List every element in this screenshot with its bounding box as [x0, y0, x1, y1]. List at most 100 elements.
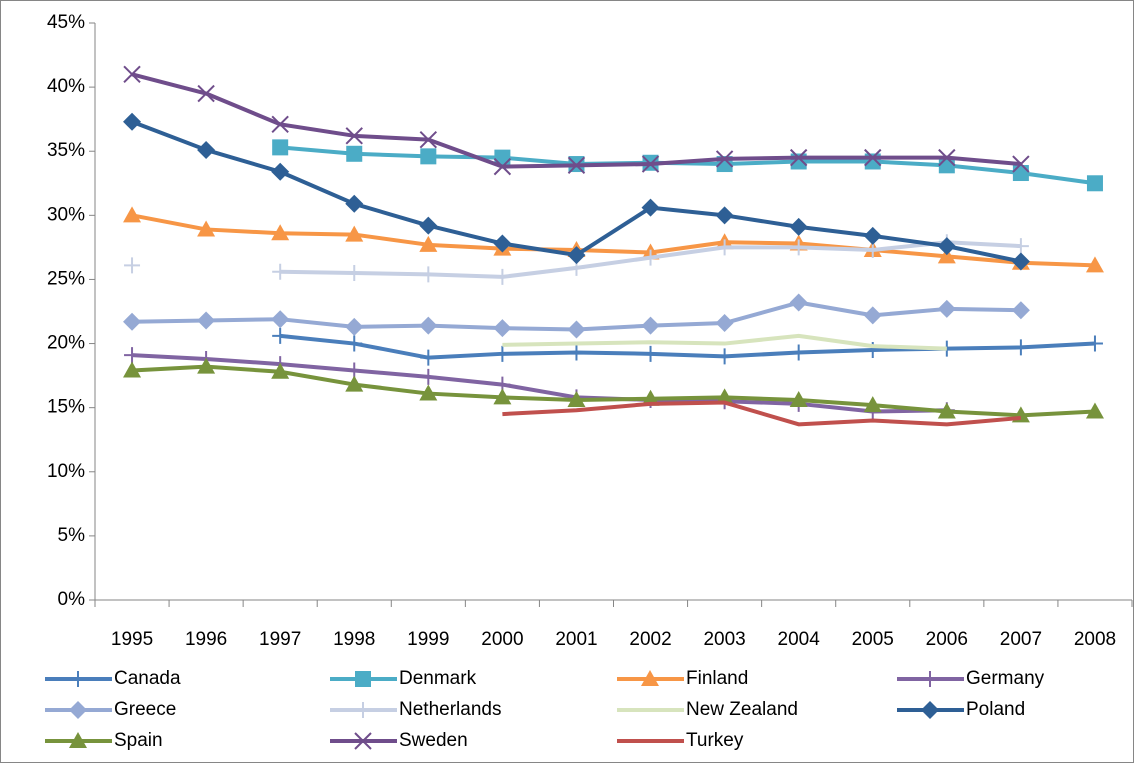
marker	[124, 257, 141, 274]
y-tick-label: 35%	[47, 140, 85, 161]
marker	[345, 127, 363, 145]
line	[131, 353, 947, 414]
series	[123, 65, 1030, 176]
marker	[716, 348, 733, 365]
y-tick-label: 0%	[58, 589, 86, 610]
marker	[354, 732, 372, 750]
marker	[937, 402, 956, 419]
marker	[355, 671, 371, 687]
marker	[937, 237, 956, 256]
marker	[272, 263, 289, 280]
marker	[272, 139, 289, 156]
marker	[937, 299, 956, 318]
marker	[355, 702, 371, 718]
marker	[69, 732, 87, 748]
line	[131, 364, 1096, 418]
marker	[419, 235, 438, 252]
legend-entry: Finland	[617, 668, 748, 689]
marker	[345, 194, 364, 213]
marker	[1012, 238, 1029, 255]
marker	[567, 320, 586, 339]
line	[279, 333, 1096, 360]
series	[123, 112, 1030, 271]
legend-label: Netherlands	[399, 699, 501, 720]
x-tick-label: 2008	[1074, 629, 1116, 650]
legend-label: Finland	[686, 668, 748, 689]
marker	[123, 361, 142, 378]
series	[502, 400, 1022, 427]
marker	[641, 155, 660, 173]
marker	[346, 265, 363, 282]
legend-label: Greece	[114, 699, 176, 720]
marker	[1086, 175, 1103, 192]
line	[502, 333, 947, 351]
x-tick-label: 1999	[407, 629, 449, 650]
marker	[789, 390, 808, 407]
legend-label: Poland	[966, 699, 1025, 720]
marker	[1086, 335, 1103, 352]
x-tick-label: 2006	[926, 629, 968, 650]
legend-entry: Spain	[45, 730, 163, 751]
marker	[346, 335, 363, 352]
marker	[863, 226, 882, 245]
marker	[419, 316, 438, 335]
marker	[123, 312, 142, 331]
y-tick-label: 25%	[47, 268, 85, 289]
marker	[922, 671, 938, 687]
marker	[864, 148, 882, 167]
marker	[420, 148, 437, 165]
legend-entry: Germany	[897, 668, 1045, 689]
marker	[271, 310, 290, 329]
marker	[419, 130, 438, 149]
marker	[863, 306, 882, 325]
marker	[715, 206, 734, 225]
legend-entry: Netherlands	[330, 699, 501, 720]
marker	[271, 224, 290, 241]
marker	[789, 217, 808, 236]
x-tick-label: 1995	[111, 629, 153, 650]
x-tick-label: 1998	[333, 629, 375, 650]
legend-label: New Zealand	[686, 699, 798, 720]
x-tick-label: 2003	[703, 629, 745, 650]
marker	[494, 268, 511, 285]
x-tick-label: 2005	[852, 629, 894, 650]
line	[131, 213, 1096, 268]
marker	[493, 234, 512, 253]
marker	[345, 317, 364, 336]
marker	[641, 389, 660, 406]
marker	[271, 362, 290, 379]
series	[502, 333, 947, 351]
legend-entry: Greece	[45, 699, 176, 720]
marker	[123, 112, 142, 131]
marker	[641, 316, 660, 335]
marker	[716, 239, 733, 256]
marker	[937, 247, 956, 264]
marker	[567, 156, 586, 175]
line	[502, 400, 1022, 427]
marker	[715, 150, 734, 168]
legend-entry: Poland	[897, 699, 1025, 720]
marker	[346, 145, 363, 162]
x-tick-label: 2004	[778, 629, 821, 650]
marker	[419, 216, 438, 235]
marker	[715, 314, 734, 333]
legend-entry: Canada	[45, 668, 181, 689]
marker	[493, 388, 512, 405]
legend-entry: Turkey	[617, 730, 744, 751]
x-tick-label: 2000	[481, 629, 523, 650]
legend-entry: New Zealand	[617, 699, 798, 720]
marker	[568, 344, 585, 361]
series	[123, 357, 1104, 423]
y-tick-label: 45%	[47, 12, 85, 33]
marker	[420, 266, 437, 283]
marker	[123, 65, 141, 83]
marker	[789, 293, 808, 312]
marker	[863, 396, 882, 413]
marker	[715, 388, 734, 405]
marker	[642, 249, 659, 266]
marker	[1011, 252, 1030, 271]
x-tick-label: 2002	[629, 629, 671, 650]
y-tick-label: 20%	[47, 333, 85, 354]
